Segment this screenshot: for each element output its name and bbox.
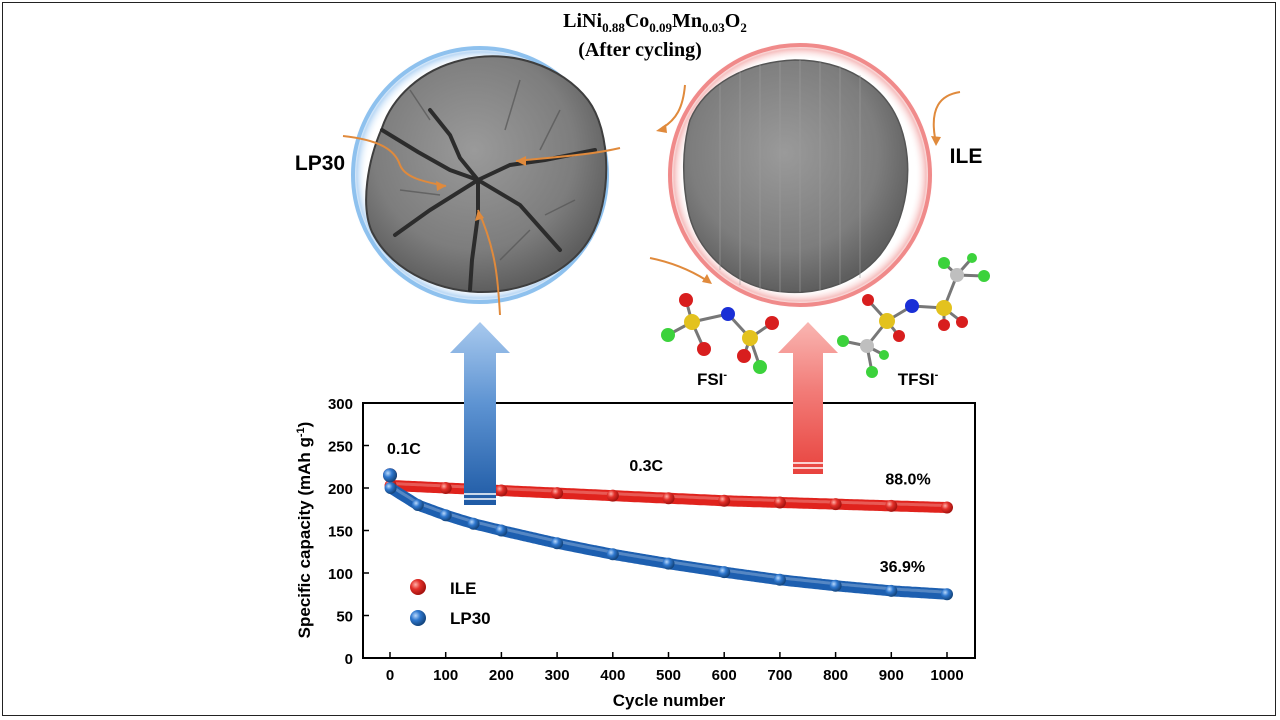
x-tick-label: 800 — [823, 667, 848, 684]
x-tick-label: 500 — [656, 667, 681, 684]
y-axis-label: Specific capacity (mAh g-1) — [295, 422, 314, 639]
data-point — [662, 492, 675, 505]
data-point — [773, 496, 786, 509]
title-formula-part: Co — [625, 10, 649, 32]
x-tick-label: 1000 — [930, 667, 963, 684]
chart-annotation: 36.9% — [880, 559, 925, 576]
data-point — [384, 482, 397, 494]
y-tick-label: 150 — [328, 524, 353, 541]
data-point — [495, 524, 508, 537]
title-formula-part: 0.09 — [649, 20, 672, 35]
x-tick-label: 400 — [600, 667, 625, 684]
figure-title-line2: (After cycling) — [578, 39, 701, 61]
data-point — [885, 499, 898, 512]
data-point-initial — [383, 468, 397, 483]
y-tick-label: 200 — [328, 481, 353, 498]
data-point — [439, 509, 452, 522]
legend-label-lp30: LP30 — [450, 609, 491, 628]
particle-lp30 — [342, 44, 621, 316]
x-axis-ticks: 0 100 200 300 400 500 600 700 800 900 1000 — [386, 652, 964, 684]
x-tick-label: 100 — [433, 667, 458, 684]
title-formula-part: O — [725, 10, 741, 32]
chart-annotation: 88.0% — [885, 472, 930, 489]
data-point — [662, 557, 675, 570]
data-point — [606, 548, 619, 561]
data-point — [411, 499, 424, 511]
data-point — [941, 501, 953, 514]
legend-marker-lp30 — [410, 610, 426, 626]
data-point — [467, 517, 480, 530]
particle-ile — [649, 41, 961, 309]
data-point — [773, 573, 786, 586]
label-fsi: FSI- — [697, 369, 727, 389]
y-tick-label: 100 — [328, 566, 353, 583]
data-point — [941, 588, 953, 601]
molecule-tfsi-model — [837, 253, 990, 378]
title-formula-part: 0.03 — [702, 20, 725, 35]
chart-annotation: 0.1C — [387, 441, 421, 458]
legend: ILE LP30 — [410, 579, 491, 628]
data-point — [439, 482, 452, 494]
data-point — [606, 489, 619, 502]
x-tick-label: 300 — [545, 667, 570, 684]
data-point — [551, 487, 564, 500]
series-lp30 — [383, 468, 953, 601]
y-tick-label: 50 — [336, 609, 353, 626]
data-point — [885, 584, 898, 597]
molecule-fsi-model — [661, 293, 779, 374]
label-lp30: LP30 — [295, 152, 345, 175]
title-formula-part: 2 — [740, 20, 747, 35]
x-tick-label: 700 — [767, 667, 792, 684]
arrow-up-ile — [778, 322, 838, 474]
data-point — [551, 537, 564, 550]
legend-label-ile: ILE — [450, 579, 476, 598]
y-axis-ticks: 0 50 100 150 200 250 300 — [328, 396, 369, 668]
y-tick-label: 300 — [328, 396, 353, 413]
title-formula-part: LiNi — [563, 10, 602, 32]
data-point — [829, 579, 842, 592]
title-formula-part: 0.88 — [602, 20, 625, 35]
figure-title-formula: LiNi0.88Co0.09Mn0.03O2 — [563, 10, 747, 35]
annotation-layer: 0.1C 0.3C 88.0% 36.9% — [387, 441, 931, 576]
x-tick-label: 0 — [386, 667, 394, 684]
chart-annotation: 0.3C — [629, 458, 663, 475]
data-point — [718, 494, 731, 507]
x-tick-label: 200 — [489, 667, 514, 684]
title-formula-part: Mn — [672, 10, 702, 32]
x-tick-label: 900 — [879, 667, 904, 684]
data-point — [829, 498, 842, 511]
y-tick-label: 250 — [328, 439, 353, 456]
x-tick-label: 600 — [712, 667, 737, 684]
y-tick-label: 0 — [345, 651, 353, 668]
label-ile: ILE — [950, 145, 983, 168]
data-point — [495, 484, 508, 497]
legend-marker-ile — [410, 579, 426, 595]
arrow-up-lp30 — [450, 322, 510, 505]
capacity-chart: 0 100 200 300 400 500 600 700 800 900 1000 0 50 100 1… — [295, 396, 976, 710]
data-point — [718, 566, 731, 579]
label-tfsi: TFSI- — [898, 369, 939, 389]
x-axis-label: Cycle number — [613, 691, 726, 710]
